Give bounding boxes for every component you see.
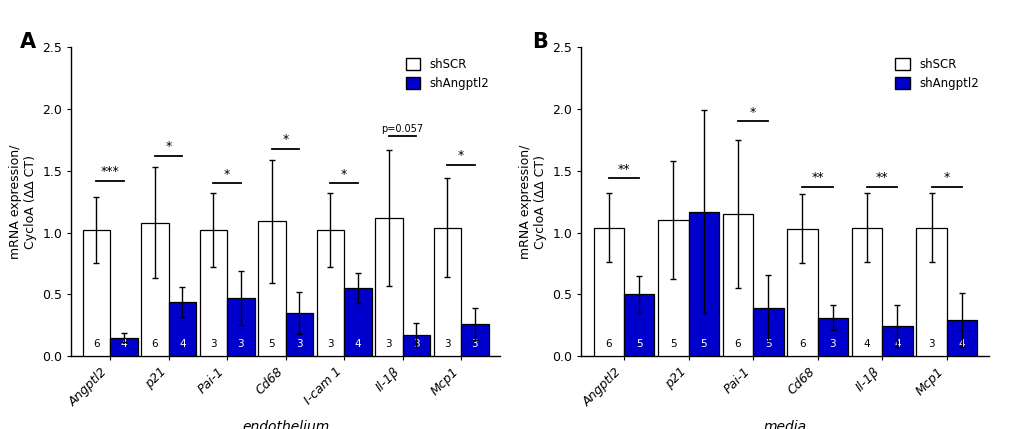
Text: 3: 3 bbox=[237, 338, 244, 349]
Text: 4: 4 bbox=[120, 338, 127, 349]
Text: p=0.057: p=0.057 bbox=[381, 124, 423, 134]
Text: 4: 4 bbox=[863, 338, 869, 349]
Text: *: * bbox=[458, 149, 464, 162]
Bar bbox=[851, 227, 881, 356]
Text: 6: 6 bbox=[734, 338, 741, 349]
Legend: shSCR, shAngptl2: shSCR, shAngptl2 bbox=[890, 53, 982, 94]
Text: 4: 4 bbox=[958, 338, 964, 349]
Text: *: * bbox=[165, 140, 171, 154]
Text: 3: 3 bbox=[927, 338, 934, 349]
Text: B: B bbox=[532, 32, 548, 52]
Bar bbox=[403, 335, 430, 356]
Bar bbox=[375, 218, 403, 356]
Bar bbox=[624, 294, 654, 356]
Text: 3: 3 bbox=[413, 338, 419, 349]
Bar bbox=[752, 308, 783, 356]
Text: *: * bbox=[749, 106, 755, 119]
Bar bbox=[316, 230, 343, 356]
Text: 4: 4 bbox=[894, 338, 900, 349]
Text: A: A bbox=[20, 32, 36, 52]
Bar bbox=[881, 326, 912, 356]
Text: ***: *** bbox=[101, 165, 119, 178]
Bar bbox=[433, 227, 461, 356]
Text: 6: 6 bbox=[605, 338, 611, 349]
Bar bbox=[343, 288, 371, 356]
Bar bbox=[258, 221, 285, 356]
Text: 5: 5 bbox=[669, 338, 676, 349]
Text: 3: 3 bbox=[443, 338, 450, 349]
Text: 6: 6 bbox=[93, 338, 100, 349]
Bar bbox=[110, 338, 138, 356]
Bar bbox=[722, 214, 752, 356]
Bar bbox=[227, 298, 255, 356]
Bar bbox=[168, 302, 196, 356]
Text: **: ** bbox=[811, 171, 823, 184]
Text: 5: 5 bbox=[635, 338, 642, 349]
Text: 6: 6 bbox=[152, 338, 158, 349]
Text: 5: 5 bbox=[268, 338, 275, 349]
Text: 3: 3 bbox=[828, 338, 836, 349]
Y-axis label: mRNA expression/
CycloA (ΔΔ CT): mRNA expression/ CycloA (ΔΔ CT) bbox=[519, 145, 546, 259]
Text: *: * bbox=[224, 168, 230, 181]
Text: **: ** bbox=[618, 163, 630, 176]
Text: 3: 3 bbox=[210, 338, 216, 349]
Bar bbox=[817, 318, 847, 356]
Text: *: * bbox=[282, 133, 288, 146]
Bar bbox=[461, 324, 488, 356]
Bar bbox=[688, 211, 718, 356]
Bar bbox=[946, 320, 976, 356]
Text: *: * bbox=[340, 168, 346, 181]
Legend: shSCR, shAngptl2: shSCR, shAngptl2 bbox=[400, 53, 493, 94]
Bar bbox=[657, 220, 688, 356]
Text: 3: 3 bbox=[385, 338, 391, 349]
Text: *: * bbox=[943, 171, 949, 184]
X-axis label: endothelium: endothelium bbox=[242, 420, 329, 429]
Text: 4: 4 bbox=[179, 338, 185, 349]
Text: **: ** bbox=[875, 171, 888, 184]
Bar bbox=[915, 227, 946, 356]
Y-axis label: mRNA expression/
CycloA (ΔΔ CT): mRNA expression/ CycloA (ΔΔ CT) bbox=[9, 145, 37, 259]
Bar bbox=[200, 230, 227, 356]
Text: 5: 5 bbox=[700, 338, 706, 349]
Text: 3: 3 bbox=[296, 338, 303, 349]
Bar bbox=[83, 230, 110, 356]
Text: 3: 3 bbox=[327, 338, 333, 349]
Text: 6: 6 bbox=[798, 338, 805, 349]
Text: 3: 3 bbox=[471, 338, 478, 349]
Text: 5: 5 bbox=[764, 338, 771, 349]
Bar bbox=[593, 227, 624, 356]
Text: 4: 4 bbox=[355, 338, 361, 349]
Bar bbox=[141, 223, 168, 356]
Bar bbox=[285, 313, 313, 356]
X-axis label: media: media bbox=[763, 420, 806, 429]
Bar bbox=[787, 229, 817, 356]
